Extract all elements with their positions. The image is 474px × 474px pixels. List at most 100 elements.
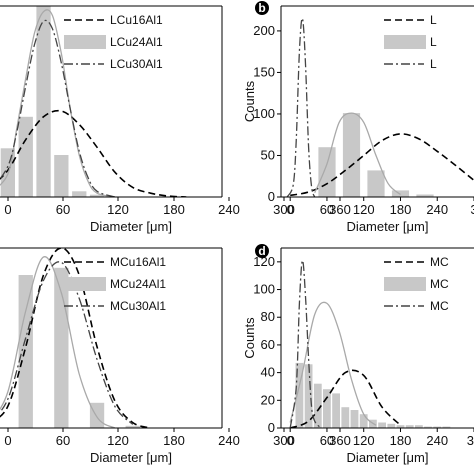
plot-area	[289, 259, 451, 428]
bar	[416, 194, 434, 197]
bar	[89, 194, 105, 197]
x-tick-label: 0	[287, 433, 294, 448]
x-tick-label: 60	[320, 202, 334, 217]
y-axis-label: Counts	[242, 80, 257, 122]
panel-label: b	[258, 1, 265, 15]
x-tick-label: 240	[218, 433, 240, 448]
bar	[442, 426, 451, 428]
series-line-2	[0, 256, 116, 428]
legend-label: LCu16Al1	[110, 13, 163, 27]
y-tick-label: 150	[253, 64, 275, 79]
y-tick-label: 20	[261, 392, 275, 407]
panel-b: 0 60 120 180 240 3 0 50 100 150 200 Diameter [μm] Co…	[242, 1, 474, 234]
y-axis-label: Counts	[242, 317, 257, 359]
x-tick-label: 60	[56, 202, 70, 217]
bar	[405, 425, 414, 428]
x-tick-label: 60	[320, 433, 334, 448]
legend-label: MCu16Al1	[110, 255, 166, 269]
bar	[359, 414, 368, 428]
legend-label: MC	[430, 299, 449, 313]
legend-swatch-bar	[384, 35, 426, 49]
plot-area	[286, 17, 474, 197]
bar	[367, 170, 385, 197]
x-tick-label: 30	[467, 433, 474, 448]
x-tick-label: 0	[4, 202, 11, 217]
x-tick-label: 180	[390, 202, 412, 217]
bar	[36, 6, 51, 197]
bar	[341, 407, 350, 428]
x-axis-label: Diameter [μm]	[347, 450, 429, 465]
series-line-3	[286, 17, 316, 197]
y-tick-label: 200	[253, 23, 275, 38]
series-line-1	[0, 248, 151, 428]
series-line-2	[289, 301, 377, 426]
legend-label: MC	[430, 277, 449, 291]
x-tick-label: 120	[107, 433, 129, 448]
bar	[323, 389, 331, 428]
x-tick-label: 120	[353, 433, 375, 448]
series-line-3	[0, 19, 116, 197]
bar	[89, 402, 105, 428]
series-line-2	[0, 9, 116, 197]
x-tick-label: 360	[329, 202, 351, 217]
x-tick-label: 180	[390, 433, 412, 448]
y-tick-label: 80	[261, 309, 275, 324]
plot-area	[0, 248, 151, 428]
series-line-3	[0, 261, 134, 425]
bar	[54, 155, 69, 197]
bar	[72, 191, 87, 197]
x-tick-label: 300	[273, 202, 295, 217]
bar	[318, 147, 336, 197]
x-tick-label: 0	[4, 433, 11, 448]
y-tick-label: 100	[253, 106, 275, 121]
x-tick-label: 120	[107, 202, 129, 217]
panel-a: 0 60 120 180 240 300 360 Diameter [μm] LCu16Al1 L…	[0, 5, 351, 234]
y-tick-label: 60	[261, 337, 275, 352]
series-line-1	[290, 133, 474, 197]
x-tick-label: 0	[287, 202, 294, 217]
y-tick-label: 50	[261, 147, 275, 162]
series-line-1	[0, 109, 187, 197]
bar	[378, 422, 386, 428]
bar	[313, 383, 322, 428]
x-tick-label: 360	[329, 433, 351, 448]
y-tick-label: 0	[268, 420, 275, 435]
legend-swatch-bar	[64, 35, 106, 49]
x-tick-label: 120	[353, 202, 375, 217]
x-tick-label: 300	[273, 433, 295, 448]
bar	[387, 423, 396, 428]
bar	[350, 410, 359, 428]
panel-label-marker	[255, 1, 269, 15]
x-tick-label: 240	[426, 433, 448, 448]
panel-label: d	[258, 244, 265, 258]
series-line-2	[314, 112, 401, 196]
x-tick-label: 3	[470, 202, 474, 217]
x-axis-label: Diameter [μm]	[347, 219, 429, 234]
bar	[396, 425, 405, 428]
bar	[332, 393, 340, 428]
legend-label: MC	[430, 255, 449, 269]
x-tick-label: 240	[218, 202, 240, 217]
x-axis-label: Diameter [μm]	[90, 219, 172, 234]
legend-label: MCu30Al1	[110, 299, 166, 313]
legend-label: L	[430, 35, 437, 49]
y-tick-label: 0	[268, 189, 275, 204]
legend-label: MCu24Al1	[110, 277, 166, 291]
series-line-3	[289, 259, 322, 428]
panel-label-marker	[255, 244, 269, 258]
bar	[18, 275, 33, 428]
y-tick-label: 100	[253, 282, 275, 297]
x-tick-label: 60	[56, 433, 70, 448]
panel-d: 06012018024030020406080100120Diameter [μ…	[242, 244, 474, 465]
bar	[415, 425, 423, 428]
bar	[342, 113, 361, 197]
y-tick-label: 120	[253, 254, 275, 269]
legend-label: LCu24Al1	[110, 35, 163, 49]
legend-swatch-bar	[64, 277, 106, 291]
plot-area	[0, 6, 187, 197]
legend-label: L	[430, 13, 437, 27]
bar	[304, 364, 313, 428]
legend-swatch-bar	[384, 277, 426, 291]
bar	[424, 426, 432, 428]
